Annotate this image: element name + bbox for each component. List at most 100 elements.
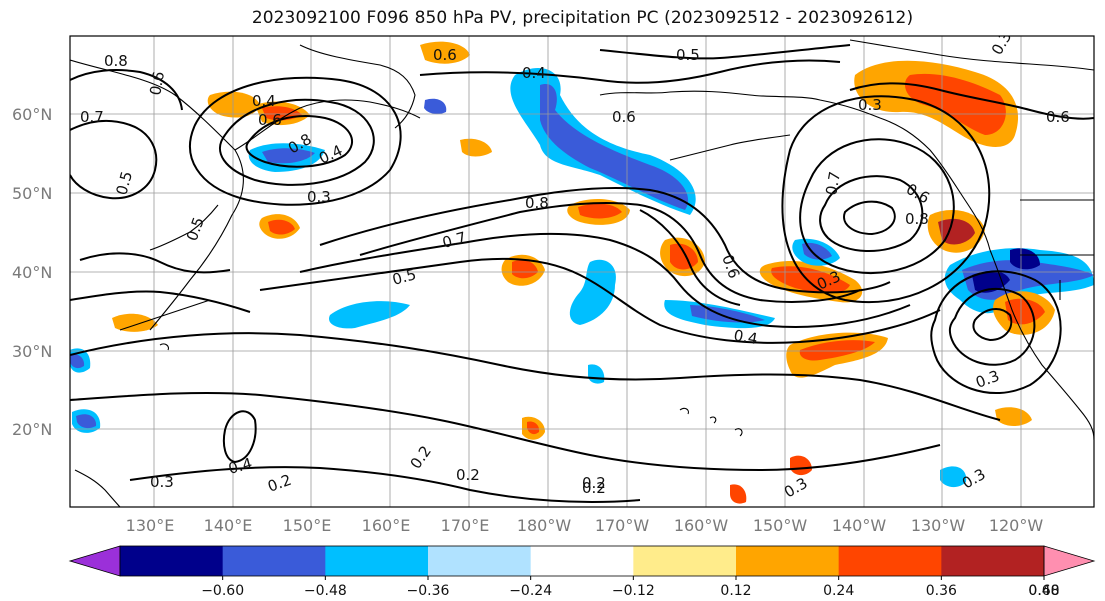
contour-label: 0.2	[456, 466, 480, 484]
contour-label: 0.6	[146, 70, 168, 97]
precip-blob-east-negative	[940, 466, 967, 488]
coastlines	[70, 39, 1094, 507]
latitude-labels: 60°N 50°N 40°N 30°N 20°N	[12, 105, 52, 439]
colorbar-segment	[222, 546, 326, 576]
contour-label: 0.6	[258, 111, 282, 129]
longitude-label: 120°W	[989, 516, 1044, 535]
pv-contour-nw-corner-2	[70, 69, 183, 111]
coastline-kamchatka	[299, 44, 416, 129]
pv-contour-west-2	[79, 252, 231, 274]
precip-blob-east-positive	[995, 407, 1032, 426]
pv-contour-gulf-3	[799, 138, 955, 274]
pv-contour-trough	[639, 209, 741, 306]
longitude-label: 170°E	[441, 516, 490, 535]
pv-contour-high-3	[189, 76, 402, 206]
colorbar-segment	[838, 546, 942, 576]
longitude-label: 170°W	[595, 516, 650, 535]
colorbar-tick-label: 0.12	[720, 583, 751, 599]
longitude-label: 130°E	[126, 516, 175, 535]
pv-contour-north-band-2	[599, 44, 851, 60]
pv-contour-west-coast-3	[930, 270, 1062, 394]
coastline-alaska-north	[849, 39, 1094, 71]
contour-label: 0.7	[440, 228, 468, 252]
contour-label: 0.6	[433, 46, 457, 64]
latitude-label: 50°N	[12, 184, 52, 203]
pv-contour-closed-south	[222, 410, 257, 464]
latitude-label: 40°N	[12, 263, 52, 282]
latitude-label: 60°N	[12, 105, 52, 124]
longitude-labels: 130°E 140°E 150°E 160°E 170°E 180°W 170°…	[126, 516, 1044, 535]
contour-label: 0.4	[252, 92, 276, 110]
graticule	[70, 36, 1094, 507]
pv-contour-gulf-4	[781, 95, 991, 304]
latitude-label: 20°N	[12, 420, 52, 439]
precip-blob-180-negative	[569, 259, 616, 325]
precipitation-shading	[70, 41, 1094, 504]
precip-blob-dateline-core	[578, 203, 622, 219]
contour-label: 0.4	[226, 454, 254, 478]
pv-contour-high-2	[219, 98, 375, 186]
precip-blob-japan-positive-small	[112, 313, 158, 332]
colorbar-segment	[120, 546, 224, 576]
colorbar-segment	[736, 546, 840, 576]
map-frame	[69, 35, 1095, 508]
longitude-label: 150°W	[753, 516, 808, 535]
coastline-north-america-west	[989, 249, 1094, 441]
precip-blob-gulf-alaska-core	[938, 218, 975, 245]
contour-label: 0.4	[732, 326, 759, 348]
colorbar-tick-label: 0.36	[926, 583, 957, 599]
contour-label: 0.6	[612, 108, 636, 126]
precip-blob-bering-core	[540, 84, 689, 210]
pv-contours	[70, 44, 1094, 503]
latitude-label: 30°N	[12, 342, 52, 361]
colorbar-tick-label: 0.48	[1028, 583, 1059, 599]
precip-blob-midpacific-core	[670, 243, 698, 270]
contour-label: 0.7	[80, 108, 104, 126]
pv-contour-alaska-north	[849, 82, 1094, 120]
precip-blob-subtropical-core	[799, 340, 875, 361]
pv-contour-nw-corner	[70, 119, 158, 200]
map-title: 2023092100 F096 850 hPa PV, precipitatio…	[251, 8, 914, 28]
colorbar-tick-label: 0.60	[1028, 583, 1059, 599]
longitude-label: 160°W	[674, 516, 729, 535]
longitude-label: 160°E	[362, 516, 411, 535]
contour-label: 0.3	[858, 96, 882, 114]
precip-blob-japan-negative-core	[262, 148, 315, 164]
contour-label: 0.7	[822, 170, 844, 197]
longitude-label: 180°W	[517, 516, 572, 535]
contour-label: 0.2	[582, 479, 606, 497]
contour-label: 0.6	[1046, 108, 1070, 126]
precip-blob-northwest-canada-negative	[1010, 248, 1040, 270]
pv-contour-jet-outer-2	[259, 257, 941, 344]
precip-blob-philippine-core	[70, 354, 85, 369]
longitude-label: 140°E	[204, 516, 253, 535]
coastline-hawaii	[679, 407, 743, 437]
colorbar: −0.60 −0.48 −0.36 −0.24 −0.12 0.12 0.24 0.36 0.4…	[68, 545, 1096, 599]
pv-contour-west-3	[70, 290, 251, 313]
contour-label: 0.3	[307, 188, 331, 206]
colorbar-segment	[530, 546, 634, 576]
precip-blob-160w-small-positive	[790, 455, 812, 476]
contour-label: 0.4	[522, 64, 546, 82]
pv-contour-gulf-1	[843, 200, 896, 236]
contour-label: 0.5	[112, 169, 136, 197]
pv-contour-jet-outer	[299, 233, 911, 329]
contour-label: 0.2	[582, 474, 606, 492]
map-area: 0.8 0.7 0.6 0.4 0.6 0.8 0.5 0.6 0.6 0.3 …	[70, 36, 1094, 507]
pv-contour-jet-middle	[319, 187, 891, 294]
colorbar-tick-label: −0.48	[304, 583, 347, 599]
precip-blob-south-negative-core	[76, 414, 97, 429]
coastline-aleutians	[669, 134, 791, 161]
precip-blob-kurilsmall-negative	[424, 98, 447, 115]
pv-contour-high-1	[245, 115, 354, 168]
contour-label: 0.8	[905, 210, 929, 228]
pv-contour-gulf-2	[819, 175, 924, 252]
colorbar-extend-min	[68, 545, 121, 577]
pv-contour-jet-inner	[359, 202, 861, 303]
colorbar-tick-label: −0.24	[509, 583, 552, 599]
coastline-canada-border	[1020, 199, 1094, 300]
longitude-label: 150°E	[283, 516, 332, 535]
coastline-south-islands	[74, 343, 169, 507]
contour-label: 0.8	[525, 194, 549, 212]
